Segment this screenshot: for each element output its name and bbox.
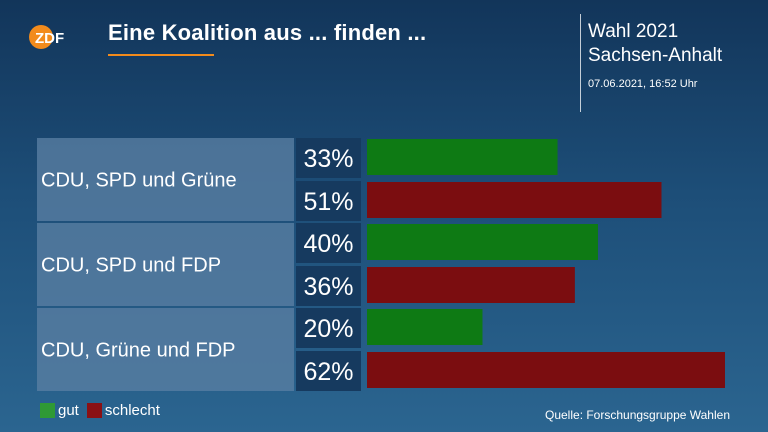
percent-label: 40% [303,230,353,258]
header-divider [580,14,581,112]
bar-gut [367,139,558,175]
legend-label-gut: gut [58,402,79,419]
logo-text: ZDF [35,30,64,47]
percent-label-box [296,223,361,263]
category-label-box [37,308,294,391]
percent-label: 33% [303,145,353,173]
bar-gut [367,224,598,260]
category-label: CDU, SPD und Grüne [41,170,237,192]
legend-swatch-gut [40,403,55,418]
title-underline [108,54,214,56]
legend-swatch-schlecht [86,403,102,418]
legend-item-gut: gut [40,402,79,419]
election-label: Wahl 2021 Sachsen-Anhalt [588,20,722,68]
source-note: Quelle: Forschungsgruppe Wahlen [545,408,730,422]
percent-label: 20% [303,315,353,343]
legend-item-schlecht: schlecht [86,402,160,419]
percent-label-box [296,351,361,391]
percent-label: 62% [303,358,353,386]
legend-label-schlecht: schlecht [104,402,160,419]
bar-gut [367,309,483,345]
timestamp: 07.06.2021, 16:52 Uhr [588,78,698,90]
legend: gut schlecht [40,402,168,419]
election-region: Sachsen-Anhalt [588,45,723,66]
page-title: Eine Koalition aus ... finden ... [108,20,427,45]
percent-label-box [296,138,361,178]
bar-schlecht [367,267,575,303]
percent-label: 51% [303,188,353,216]
category-label-box [37,223,294,306]
election-name: Wahl 2021 [588,21,679,42]
category-label-box [37,138,294,221]
percent-label: 36% [303,273,353,301]
zdf-logo: ZDF [29,25,64,49]
category-label: CDU, Grüne und FDP [41,340,236,362]
bar-schlecht [367,352,725,388]
percent-label-box [296,181,361,221]
percent-label-box [296,308,361,348]
category-label: CDU, SPD und FDP [41,255,221,277]
percent-label-box [296,266,361,306]
bar-schlecht [367,182,662,218]
